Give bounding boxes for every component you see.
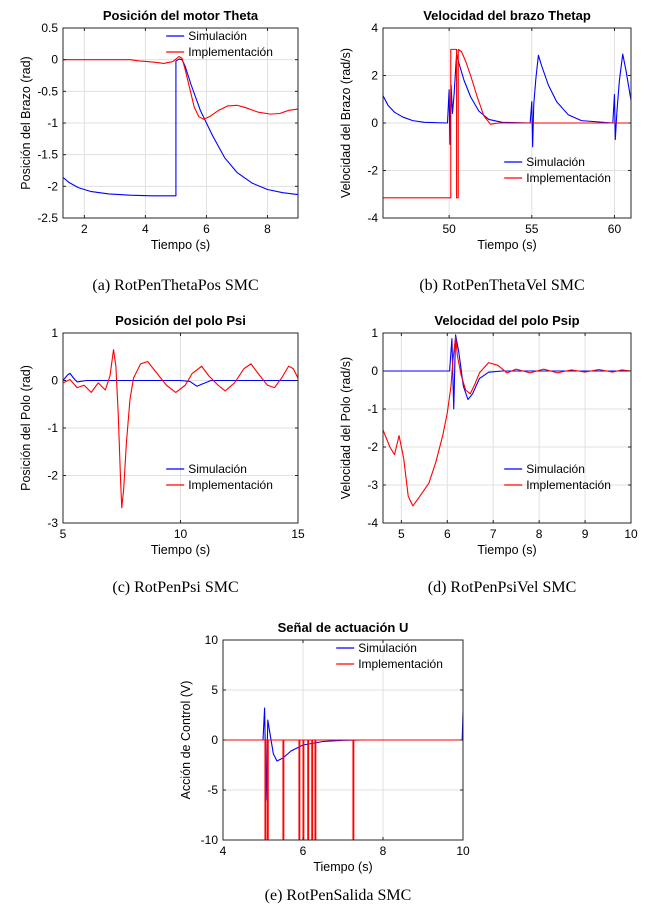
axes-frame bbox=[382, 332, 632, 524]
chart-title: Posición del polo Psi bbox=[115, 313, 246, 328]
y-tick-label: 0 bbox=[371, 116, 378, 130]
y-tick-label: -1 bbox=[367, 402, 378, 416]
chart-4: 5 6 7 8 9 10 -4 -3 -2 -1 0 1 Velocidad del polo Psip… bbox=[339, 313, 638, 596]
x-tick-label: 6 bbox=[203, 222, 210, 236]
y-tick-label: 0 bbox=[51, 374, 58, 388]
y-tick-label: -2 bbox=[367, 164, 378, 178]
y-tick-label: 5 bbox=[211, 683, 218, 697]
legend-label: Simulación bbox=[188, 29, 247, 43]
x-tick-label: 10 bbox=[174, 527, 188, 541]
x-tick-label: 4 bbox=[142, 222, 149, 236]
chart-title: Señal de actuación U bbox=[278, 620, 409, 635]
legend-label: Implementación bbox=[188, 478, 273, 492]
y-tick-label: -1.5 bbox=[37, 148, 58, 162]
legend-label: Implementación bbox=[188, 45, 273, 59]
x-tick-label: 9 bbox=[582, 527, 589, 541]
y-tick-label: -10 bbox=[201, 833, 219, 847]
y-axis-label: Acción de Control (V) bbox=[179, 681, 193, 800]
figure-caption: (e) RotPenSalida SMC bbox=[265, 887, 412, 904]
legend-label: Simulación bbox=[526, 462, 585, 476]
figure-caption: (b) RotPenThetaVel SMC bbox=[419, 277, 584, 294]
x-tick-label: 15 bbox=[291, 527, 305, 541]
y-tick-label: -2.5 bbox=[37, 211, 58, 225]
x-tick-label: 6 bbox=[300, 844, 307, 858]
legend-label: Simulación bbox=[188, 462, 247, 476]
y-tick-label: -3 bbox=[367, 478, 378, 492]
x-tick-label: 7 bbox=[490, 527, 497, 541]
x-axis-label: Tiempo (s) bbox=[477, 543, 536, 557]
legend: Simulación Implementación bbox=[166, 29, 273, 59]
x-axis-label: Tiempo (s) bbox=[313, 860, 372, 874]
legend-label: Implementación bbox=[358, 657, 443, 671]
y-tick-label: 1 bbox=[371, 326, 378, 340]
series-line-implementacion bbox=[63, 55, 298, 120]
y-tick-label: -1 bbox=[47, 116, 58, 130]
figure-caption: (c) RotPenPsi SMC bbox=[112, 579, 238, 596]
y-tick-label: -2 bbox=[47, 179, 58, 193]
x-tick-label: 5 bbox=[60, 527, 67, 541]
y-tick-label: -4 bbox=[367, 516, 378, 530]
y-axis-label: Posición del Brazo (rad) bbox=[19, 56, 33, 189]
x-tick-label: 8 bbox=[380, 844, 387, 858]
y-tick-label: 0 bbox=[211, 733, 218, 747]
chart-title: Velocidad del polo Psip bbox=[434, 313, 579, 328]
y-tick-label: 4 bbox=[371, 21, 378, 35]
chart-3: 5 10 15 -3 -2 -1 0 1 Posición del polo Psi Tiempo… bbox=[19, 313, 305, 596]
legend: Simulación Implementación bbox=[504, 155, 611, 185]
x-axis-label: Tiempo (s) bbox=[151, 543, 210, 557]
x-tick-label: 10 bbox=[456, 844, 470, 858]
y-tick-label: -2 bbox=[47, 469, 58, 483]
y-tick-label: 2 bbox=[371, 69, 378, 83]
grid bbox=[383, 333, 631, 523]
figure-caption: (a) RotPenThetaPos SMC bbox=[92, 277, 258, 294]
x-tick-label: 4 bbox=[220, 844, 227, 858]
y-tick-label: 0.5 bbox=[41, 21, 58, 35]
chart-1: 2 4 6 8 -2.5 -2 -1.5 -1 -0.5 0 0.5 Posición del mot… bbox=[19, 8, 299, 294]
x-tick-label: 55 bbox=[525, 222, 539, 236]
x-axis-label: Tiempo (s) bbox=[477, 238, 536, 252]
legend: Simulación Implementación bbox=[504, 462, 611, 492]
chart-5: 4 6 8 10 -10 -5 0 5 10 Señal de actuación U Tiempo… bbox=[179, 620, 470, 904]
y-tick-label: -4 bbox=[367, 211, 378, 225]
figure-caption: (d) RotPenPsiVel SMC bbox=[428, 579, 576, 596]
series-line-implementacion bbox=[63, 349, 298, 509]
legend-label: Simulación bbox=[358, 641, 417, 655]
chart-title: Velocidad del brazo Thetap bbox=[423, 8, 591, 23]
x-tick-label: 2 bbox=[81, 222, 88, 236]
legend-label: Implementación bbox=[526, 478, 611, 492]
y-tick-label: 0 bbox=[371, 364, 378, 378]
x-tick-label: 50 bbox=[442, 222, 456, 236]
y-tick-label: -3 bbox=[47, 516, 58, 530]
series-line-simulacion bbox=[383, 334, 631, 410]
x-tick-label: 60 bbox=[608, 222, 622, 236]
y-tick-label: -0.5 bbox=[37, 84, 58, 98]
legend: Simulación Implementación bbox=[166, 462, 273, 492]
x-tick-label: 10 bbox=[624, 527, 638, 541]
series-line-implementacion bbox=[383, 48, 631, 199]
y-tick-label: 10 bbox=[205, 633, 219, 647]
y-axis-label: Posición del Polo (rad) bbox=[19, 365, 33, 491]
y-axis-label: Velocidad del Brazo (rad/s) bbox=[339, 48, 353, 198]
y-tick-label: -2 bbox=[367, 440, 378, 454]
x-tick-label: 6 bbox=[444, 527, 451, 541]
legend-label: Simulación bbox=[526, 155, 585, 169]
series-line-implementacion bbox=[383, 336, 631, 507]
chart-title: Posición del motor Theta bbox=[103, 8, 259, 23]
x-tick-label: 5 bbox=[398, 527, 405, 541]
chart-2: 50 55 60 -4 -2 0 2 4 Velocidad del brazo Thetap T… bbox=[339, 8, 632, 294]
y-tick-label: 0 bbox=[51, 53, 58, 67]
x-tick-label: 8 bbox=[264, 222, 271, 236]
legend: Simulación Implementación bbox=[336, 641, 443, 671]
y-tick-label: 1 bbox=[51, 326, 58, 340]
x-axis-label: Tiempo (s) bbox=[151, 238, 210, 252]
y-tick-label: -1 bbox=[47, 421, 58, 435]
y-axis-label: Velocidad del Polo (rad/s) bbox=[339, 357, 353, 499]
plot-area bbox=[383, 333, 631, 523]
legend-label: Implementación bbox=[526, 171, 611, 185]
x-tick-label: 8 bbox=[536, 527, 543, 541]
y-tick-label: -5 bbox=[207, 783, 218, 797]
